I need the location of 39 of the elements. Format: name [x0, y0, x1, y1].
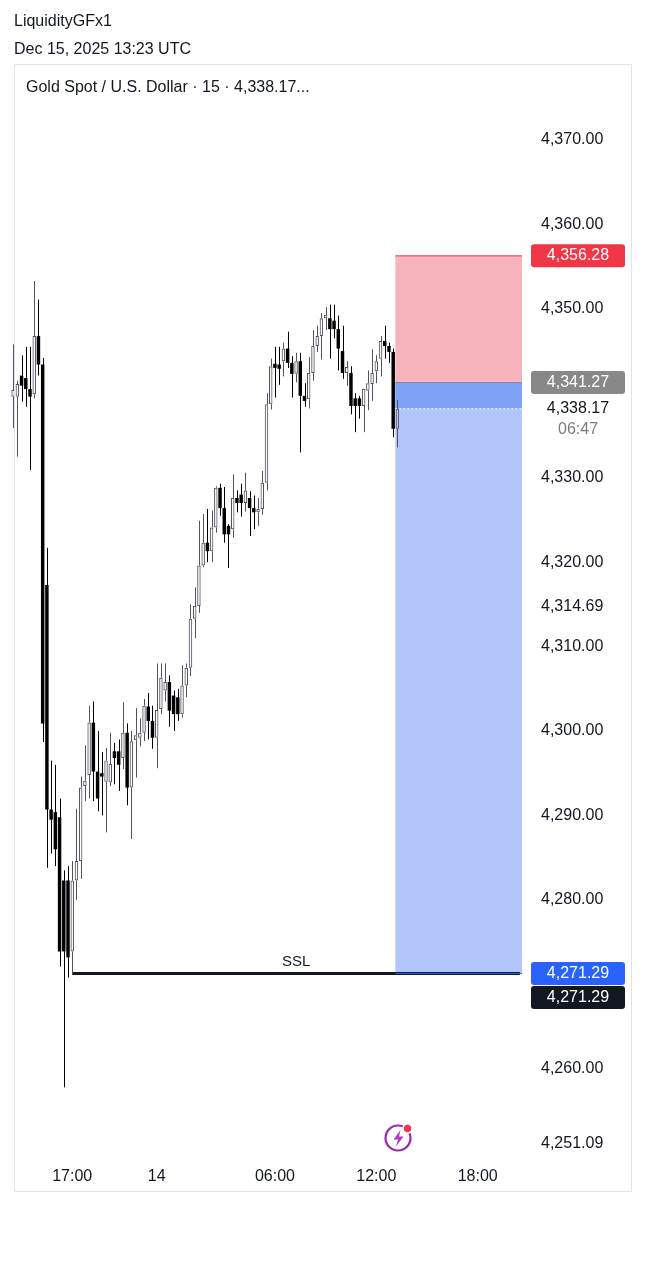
text: LiquidityGFx1 [14, 11, 113, 31]
candlestick [112, 742, 117, 785]
y-tick-label: 4,300.00 [541, 721, 604, 739]
text: Gold Spot / U.S. Dollar · 15 · 4,338.17... [26, 78, 310, 96]
ref-line-label: 4,338.17 06:47 [546, 399, 610, 438]
candlestick [328, 304, 332, 360]
candlestick [336, 315, 341, 371]
x-tick-label: 18:00 [457, 1167, 498, 1185]
candlestick [24, 346, 28, 408]
y-tick-label: 4,260.00 [541, 1059, 604, 1077]
y-tick-label: 4,314.69 [541, 597, 604, 615]
ref-line-label: 4,356.28 [546, 246, 610, 264]
x-tick-label: 06:00 [254, 1167, 296, 1185]
y-tick-label: 4,251.09 [541, 1134, 604, 1152]
ref-line-label: 4,341.27 [546, 372, 610, 390]
candlestick [273, 346, 277, 399]
x-tick-label: 14 [147, 1167, 166, 1185]
candlestick [176, 688, 180, 722]
text: Dec 15, 2025 13:23 UTC [14, 39, 191, 59]
y-tick-label: 4,280.00 [541, 890, 604, 908]
y-tick-label: 4,330.00 [541, 468, 604, 486]
y-tick-label: 4,370.00 [541, 130, 604, 148]
x-tick-label: 12:00 [356, 1167, 397, 1185]
series-label: SSL [281, 952, 311, 970]
candlestick [100, 751, 104, 816]
ref-line-label: 4,271.29 [546, 963, 610, 981]
candlestick [218, 483, 222, 517]
candlestick [239, 483, 243, 518]
y-tick-label: 4,290.00 [541, 805, 604, 823]
candlestick [235, 489, 239, 513]
y-tick-label: 4,350.00 [541, 299, 604, 317]
candlestick [28, 346, 32, 471]
y-tick-label: 4,320.00 [541, 552, 604, 570]
candlestick [332, 304, 336, 339]
data-label: 4,271.29 [546, 987, 610, 1005]
candlestick [357, 395, 362, 420]
y-tick-label: 4,310.00 [541, 637, 604, 654]
x-tick-label: 17:00 [52, 1167, 93, 1185]
y-tick-label: 4,360.00 [541, 214, 604, 232]
